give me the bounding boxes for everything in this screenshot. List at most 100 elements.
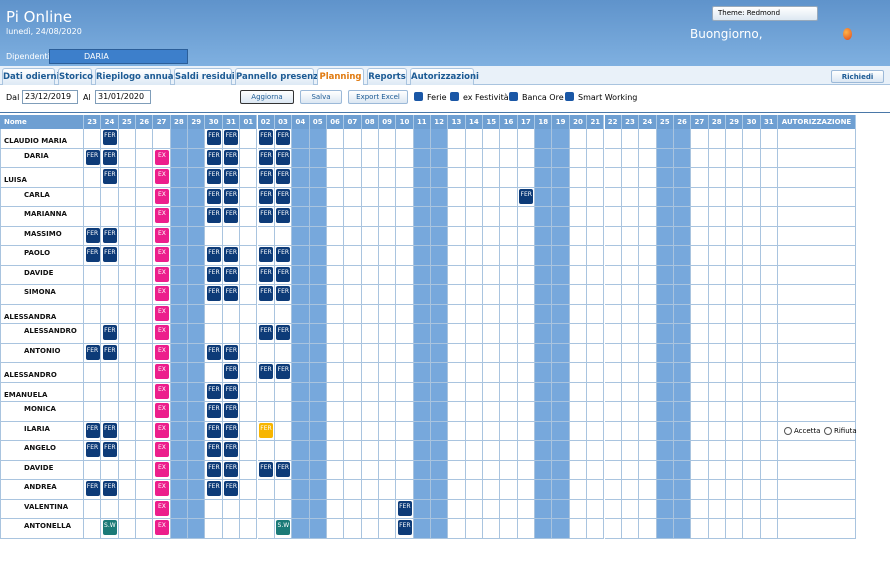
absence-badge[interactable]: EX: [154, 364, 169, 379]
absence-badge[interactable]: FER: [224, 149, 239, 165]
refresh-button[interactable]: Aggiorna: [240, 90, 294, 104]
absence-badge[interactable]: FER: [85, 481, 100, 496]
tab[interactable]: Dati odierni: [2, 68, 60, 85]
from-input[interactable]: 23/12/2019: [22, 90, 78, 104]
absence-badge[interactable]: FER: [276, 325, 291, 340]
absence-badge[interactable]: FER: [224, 247, 239, 262]
absence-badge[interactable]: EX: [154, 208, 169, 223]
absence-badge[interactable]: FER: [224, 266, 239, 282]
absence-badge[interactable]: EX: [154, 169, 169, 184]
absence-badge[interactable]: FER: [85, 442, 100, 457]
absence-badge[interactable]: FER: [224, 169, 239, 184]
absence-badge[interactable]: FER: [276, 266, 291, 282]
absence-badge[interactable]: FER: [224, 208, 239, 223]
absence-badge[interactable]: EX: [154, 188, 169, 204]
absence-badge[interactable]: EX: [154, 481, 169, 496]
absence-badge[interactable]: FER: [206, 130, 221, 145]
absence-badge[interactable]: FER: [259, 422, 273, 438]
employee-select[interactable]: DARIA: [49, 49, 188, 64]
absence-badge[interactable]: EX: [154, 500, 169, 516]
absence-badge[interactable]: FER: [259, 364, 273, 379]
filter-checkbox[interactable]: [509, 92, 518, 101]
filter-checkbox[interactable]: [450, 92, 459, 101]
export-button[interactable]: Export Excel: [348, 90, 408, 104]
absence-badge[interactable]: FER: [206, 247, 221, 262]
absence-badge[interactable]: FER: [259, 461, 273, 477]
tab[interactable]: Saldi residui: [174, 68, 235, 85]
absence-badge[interactable]: EX: [154, 520, 169, 535]
to-input[interactable]: 31/01/2020: [95, 90, 151, 104]
tab[interactable]: Autorizzazioni: [410, 68, 479, 85]
absence-badge[interactable]: EX: [154, 149, 169, 165]
absence-badge[interactable]: FER: [224, 442, 239, 457]
absence-badge[interactable]: FER: [206, 422, 221, 438]
absence-badge[interactable]: FER: [206, 383, 221, 399]
absence-badge[interactable]: FER: [259, 208, 273, 223]
absence-badge[interactable]: S.W: [102, 520, 117, 535]
absence-badge[interactable]: FER: [224, 286, 239, 301]
absence-badge[interactable]: EX: [154, 227, 169, 243]
absence-badge[interactable]: S.W: [276, 520, 291, 535]
radio[interactable]: [824, 426, 832, 435]
absence-badge[interactable]: FER: [206, 442, 221, 457]
absence-badge[interactable]: FER: [206, 461, 221, 477]
absence-badge[interactable]: FER: [206, 149, 221, 165]
absence-badge[interactable]: EX: [154, 305, 169, 321]
absence-badge[interactable]: FER: [259, 266, 273, 282]
absence-badge[interactable]: FER: [85, 344, 100, 360]
absence-badge[interactable]: FER: [224, 364, 239, 379]
filter-checkbox[interactable]: [414, 92, 423, 101]
absence-badge[interactable]: EX: [154, 247, 169, 262]
save-button[interactable]: Salva: [300, 90, 342, 104]
absence-badge[interactable]: FER: [102, 247, 117, 262]
absence-badge[interactable]: FER: [206, 208, 221, 223]
absence-badge[interactable]: FER: [276, 247, 291, 262]
absence-badge[interactable]: FER: [206, 344, 221, 360]
absence-badge[interactable]: FER: [397, 520, 412, 535]
tab[interactable]: Pannello presenze: [235, 68, 324, 85]
absence-badge[interactable]: EX: [154, 344, 169, 360]
absence-badge[interactable]: FER: [102, 481, 117, 496]
absence-badge[interactable]: FER: [259, 247, 273, 262]
absence-badge[interactable]: FER: [102, 325, 117, 340]
tab[interactable]: Planning: [317, 68, 364, 85]
tab[interactable]: Reports: [367, 68, 407, 85]
absence-badge[interactable]: FER: [206, 169, 221, 184]
absence-badge[interactable]: FER: [102, 422, 117, 438]
absence-badge[interactable]: FER: [206, 188, 221, 204]
absence-badge[interactable]: EX: [154, 286, 169, 301]
absence-badge[interactable]: FER: [224, 481, 239, 496]
absence-badge[interactable]: EX: [154, 266, 169, 282]
absence-badge[interactable]: FER: [224, 422, 239, 438]
absence-badge[interactable]: FER: [224, 130, 239, 145]
absence-badge[interactable]: FER: [102, 169, 117, 184]
request-button[interactable]: Richiedi: [831, 70, 884, 83]
absence-badge[interactable]: FER: [102, 130, 117, 145]
absence-badge[interactable]: FER: [206, 403, 221, 418]
absence-badge[interactable]: FER: [85, 422, 100, 438]
absence-badge[interactable]: EX: [154, 383, 169, 399]
absence-badge[interactable]: FER: [276, 130, 291, 145]
absence-badge[interactable]: FER: [102, 442, 117, 457]
absence-badge[interactable]: FER: [259, 188, 273, 204]
theme-select[interactable]: Theme: Redmond: [712, 6, 818, 21]
radio[interactable]: [784, 426, 792, 435]
absence-badge[interactable]: EX: [154, 442, 169, 457]
absence-badge[interactable]: EX: [154, 461, 169, 477]
absence-badge[interactable]: FER: [85, 247, 100, 262]
absence-badge[interactable]: FER: [206, 481, 221, 496]
absence-badge[interactable]: FER: [259, 130, 273, 145]
absence-badge[interactable]: FER: [224, 188, 239, 204]
absence-badge[interactable]: FER: [259, 169, 273, 184]
absence-badge[interactable]: EX: [154, 325, 169, 340]
absence-badge[interactable]: FER: [206, 286, 221, 301]
absence-badge[interactable]: FER: [102, 149, 117, 165]
absence-badge[interactable]: FER: [276, 169, 291, 184]
absence-badge[interactable]: FER: [276, 286, 291, 301]
absence-badge[interactable]: FER: [206, 266, 221, 282]
absence-badge[interactable]: FER: [102, 227, 117, 243]
absence-badge[interactable]: FER: [397, 500, 412, 516]
filter-checkbox[interactable]: [565, 92, 574, 101]
absence-badge[interactable]: FER: [224, 461, 239, 477]
absence-badge[interactable]: FER: [259, 149, 273, 165]
